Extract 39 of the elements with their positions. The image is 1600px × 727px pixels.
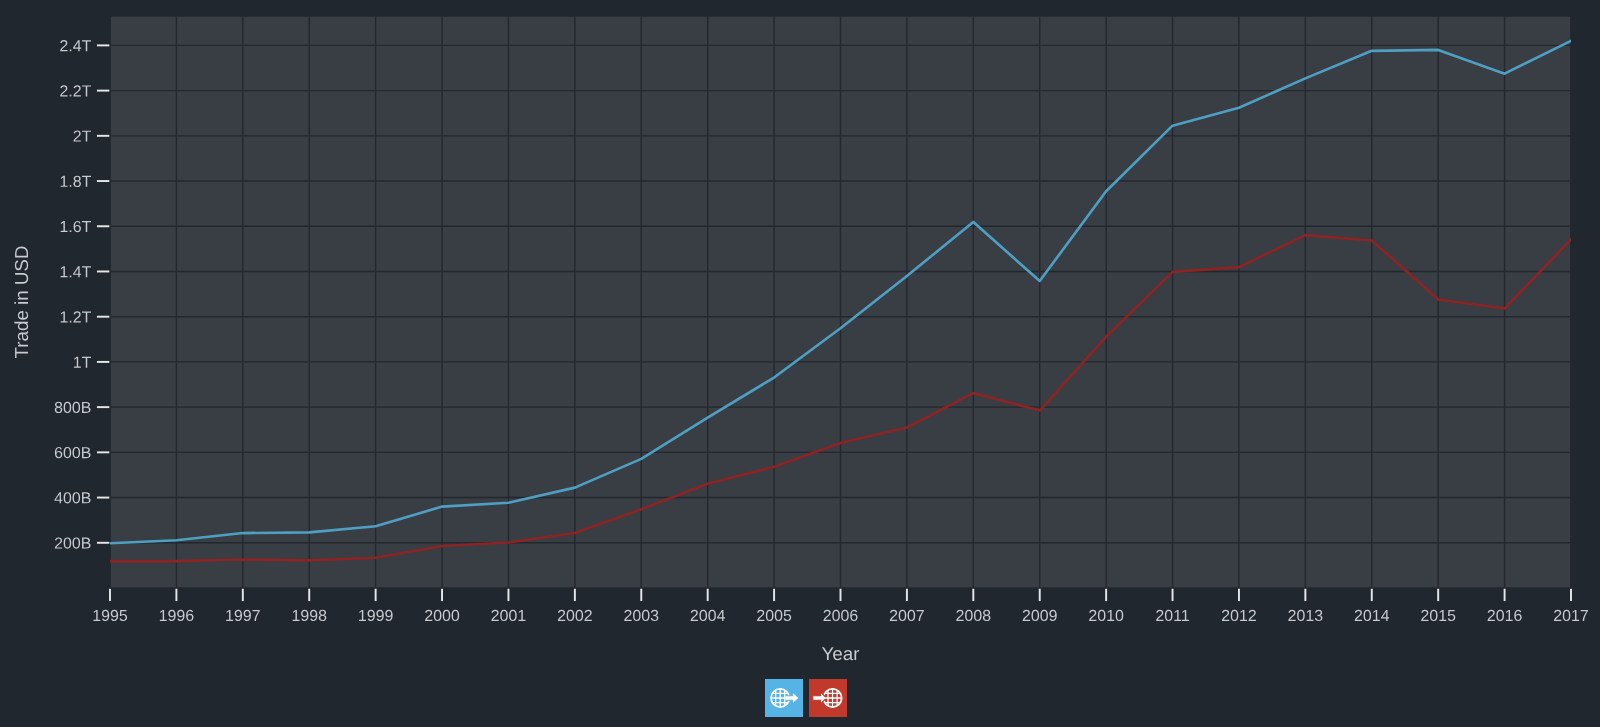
x-tick-label: 2002	[557, 609, 592, 622]
x-tick-label: 2015	[1421, 609, 1456, 622]
x-tick-label: 2017	[1554, 609, 1588, 622]
x-tick-label: 2003	[624, 609, 659, 622]
x-tick-label: 2013	[1288, 609, 1323, 622]
x-tick-label: 1998	[292, 609, 327, 622]
x-tick-label: 1997	[226, 609, 260, 622]
y-tick-label: 1.4T	[60, 266, 92, 278]
line-series	[110, 233, 1571, 563]
y-tick-label: 2T	[73, 130, 92, 142]
x-tick-label: 1996	[159, 609, 194, 622]
y-tick-label: 1T	[73, 356, 92, 368]
x-tick-label: 2000	[425, 609, 460, 622]
x-tick-label: 2004	[690, 609, 725, 622]
x-tick-label: 2010	[1089, 609, 1124, 622]
x-tick-label: 2009	[1022, 609, 1057, 622]
x-axis-title: Year	[821, 647, 860, 661]
y-tick-label: 400B	[54, 492, 91, 504]
x-tick-label: 2005	[757, 609, 792, 622]
x-tick-label: 1995	[93, 609, 128, 622]
x-tick-label: 2011	[1156, 609, 1189, 622]
y-tick-label: 600B	[54, 446, 91, 459]
y-tick-label: 1.2T	[60, 311, 92, 323]
y-tick-label: 200B	[54, 537, 91, 549]
x-tick-label: 2001	[491, 609, 526, 622]
y-axis-title: Trade in USD	[14, 246, 29, 359]
x-tick-label: 2007	[889, 609, 924, 622]
line-series	[110, 39, 1571, 545]
x-tick-label: 1999	[359, 609, 393, 622]
x-tick-label: 2014	[1354, 609, 1390, 622]
x-tick-label: 2012	[1221, 609, 1256, 622]
y-tick-label: 1.6T	[60, 220, 92, 233]
y-tick-label: 800B	[54, 401, 91, 414]
x-tick-label: 2008	[956, 609, 991, 622]
x-tick-label: 2006	[823, 609, 858, 622]
x-tick-label: 2016	[1487, 609, 1522, 622]
y-tick-label: 2.2T	[60, 85, 92, 97]
y-tick-label: 1.8T	[60, 175, 92, 187]
y-tick-label: 2.4T	[60, 40, 92, 52]
